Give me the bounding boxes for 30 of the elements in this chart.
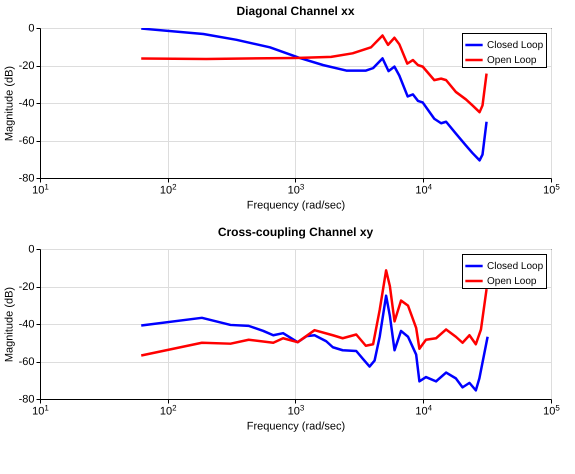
x-tick-label: 10$^{3}$ [288, 403, 305, 418]
y-tick-label: -60 [18, 135, 34, 147]
legend-label: Closed Loop [487, 40, 544, 51]
x-tick-label: 10$^{1}$ [32, 182, 50, 196]
x-tick-label: 10$^{2}$ [160, 182, 178, 196]
y-tick-label: -20 [18, 60, 34, 72]
x-tick-label: 10$^{5}$ [543, 403, 560, 418]
x-axis-title: Frequency (rad/sec) [246, 420, 346, 432]
x-tick-label: 10$^{2}$ [160, 403, 178, 418]
legend-label: Open Loop [487, 276, 537, 287]
y-tick-label: 0 [28, 244, 34, 256]
y-tick-label: -80 [18, 172, 34, 184]
x-tick-label: 10$^{1}$ [32, 403, 50, 418]
y-axis-title: Magnitude (dB) [4, 66, 16, 142]
y-tick-label: -40 [18, 98, 34, 110]
y-tick-label: -40 [18, 318, 34, 330]
y-tick-label: -20 [18, 281, 34, 293]
x-axis-title: Frequency (rad/sec) [246, 200, 346, 212]
y-tick-label: -80 [18, 394, 34, 406]
chart-title: Cross-coupling Channel xy [218, 225, 374, 239]
y-axis-title: Magnitude (dB) [4, 286, 16, 362]
y-tick-label: 0 [28, 22, 34, 34]
x-tick-label: 10$^{5}$ [543, 182, 560, 196]
x-tick-label: 10$^{4}$ [415, 403, 433, 418]
legend-label: Open Loop [487, 55, 537, 66]
legend-label: Closed Loop [487, 261, 544, 272]
x-tick-label: 10$^{4}$ [415, 182, 433, 196]
y-tick-label: -60 [18, 356, 34, 368]
x-tick-label: 10$^{3}$ [288, 182, 305, 196]
chart-title: Diagonal Channel xx [236, 4, 355, 18]
